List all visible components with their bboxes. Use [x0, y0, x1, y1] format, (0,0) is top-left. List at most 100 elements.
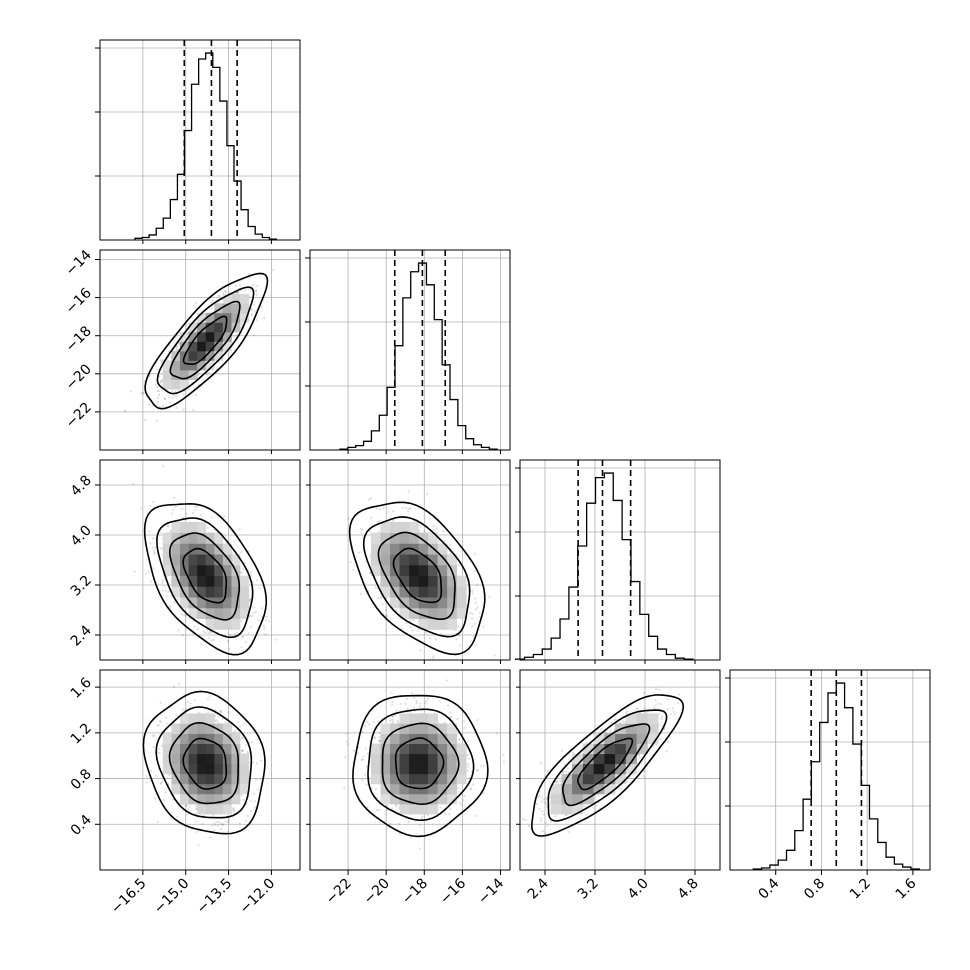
sample-point	[213, 829, 216, 832]
sample-point	[206, 698, 210, 701]
sample-point	[194, 506, 197, 509]
sample-point	[156, 389, 160, 393]
density-cell	[409, 554, 419, 566]
density-cell	[231, 793, 241, 805]
density-cell	[231, 586, 241, 598]
sample-point	[195, 830, 198, 833]
sample-point	[411, 629, 414, 632]
sample-point	[173, 394, 176, 398]
sample-point	[449, 543, 452, 547]
sample-point	[159, 359, 163, 362]
sample-point	[160, 744, 163, 747]
joint-panel-3-0	[99, 669, 301, 871]
sample-point	[171, 508, 175, 511]
sample-point	[347, 517, 350, 520]
density-cell	[418, 618, 429, 630]
sample-point	[476, 583, 479, 586]
sample-point	[434, 638, 437, 641]
density-cell	[418, 543, 429, 555]
sample-point	[252, 334, 255, 337]
sample-point	[478, 678, 480, 680]
sample-point	[265, 615, 269, 618]
sample-point	[236, 291, 239, 294]
sample-point	[261, 607, 264, 610]
sample-point	[249, 615, 252, 618]
panel-frame	[99, 669, 301, 871]
sample-point	[252, 792, 256, 796]
sample-point	[191, 316, 194, 319]
density-cell	[180, 723, 189, 734]
sample-point	[165, 716, 168, 719]
sample-point	[175, 336, 178, 340]
sample-point	[352, 568, 355, 571]
sample-point	[360, 592, 363, 595]
sample-point	[159, 379, 163, 382]
sample-point	[233, 540, 236, 543]
density-cell	[456, 607, 467, 620]
sample-point	[250, 308, 253, 311]
contour-1	[362, 516, 471, 638]
sample-point	[147, 570, 150, 573]
density-cell	[162, 554, 172, 566]
sample-point	[256, 284, 259, 288]
sample-point	[240, 793, 243, 797]
sample-point	[244, 640, 247, 644]
density-cell	[188, 564, 198, 577]
density-cell	[399, 597, 410, 609]
sample-point	[207, 631, 210, 635]
sample-point	[213, 822, 216, 825]
density-cell	[240, 586, 249, 598]
density-cell	[171, 783, 181, 795]
sample-point	[458, 790, 461, 793]
sample-point	[210, 301, 213, 304]
panel-frame	[309, 459, 511, 661]
sample-point	[236, 291, 239, 294]
sample-point	[255, 762, 258, 765]
sample-point	[169, 401, 172, 404]
sample-point	[375, 507, 379, 510]
density-cell	[222, 331, 232, 342]
sample-point	[160, 782, 163, 785]
density-cell	[399, 607, 410, 620]
density-cell	[171, 743, 181, 755]
sample-point	[249, 574, 253, 577]
density-cell	[399, 575, 410, 587]
sample-point	[167, 350, 171, 353]
hist-panel-3	[725, 669, 931, 871]
sample-point	[221, 291, 225, 295]
sample-point	[193, 699, 197, 702]
sample-point	[409, 507, 412, 510]
panel-frame	[309, 249, 511, 451]
sample-point	[193, 508, 196, 512]
density-cell	[214, 743, 224, 755]
density-cell	[188, 597, 198, 609]
density-cell	[188, 723, 198, 734]
sample-point	[208, 695, 211, 698]
density-cell	[390, 532, 400, 544]
density-cell	[222, 607, 232, 620]
sample-point	[223, 290, 227, 293]
density-cell	[231, 293, 241, 304]
sample-point	[237, 721, 240, 724]
sample-point	[387, 510, 390, 513]
density-cell	[214, 733, 224, 744]
sample-point	[172, 685, 176, 689]
sample-point	[432, 525, 435, 528]
sample-point	[161, 579, 164, 582]
density-cell	[205, 331, 215, 342]
density-cell	[370, 543, 381, 555]
sample-point	[252, 611, 255, 615]
sample-point	[381, 603, 384, 606]
sample-point	[227, 818, 230, 822]
sample-point	[151, 404, 154, 407]
sample-point	[246, 750, 249, 754]
density-cell	[240, 575, 249, 587]
density-cell	[399, 521, 410, 534]
hist-panel-1	[305, 249, 511, 451]
sample-point	[144, 572, 148, 575]
sample-point	[168, 396, 171, 399]
sample-point	[408, 507, 411, 510]
sample-point	[149, 504, 152, 508]
sample-point	[164, 790, 167, 794]
sample-point	[360, 758, 363, 762]
